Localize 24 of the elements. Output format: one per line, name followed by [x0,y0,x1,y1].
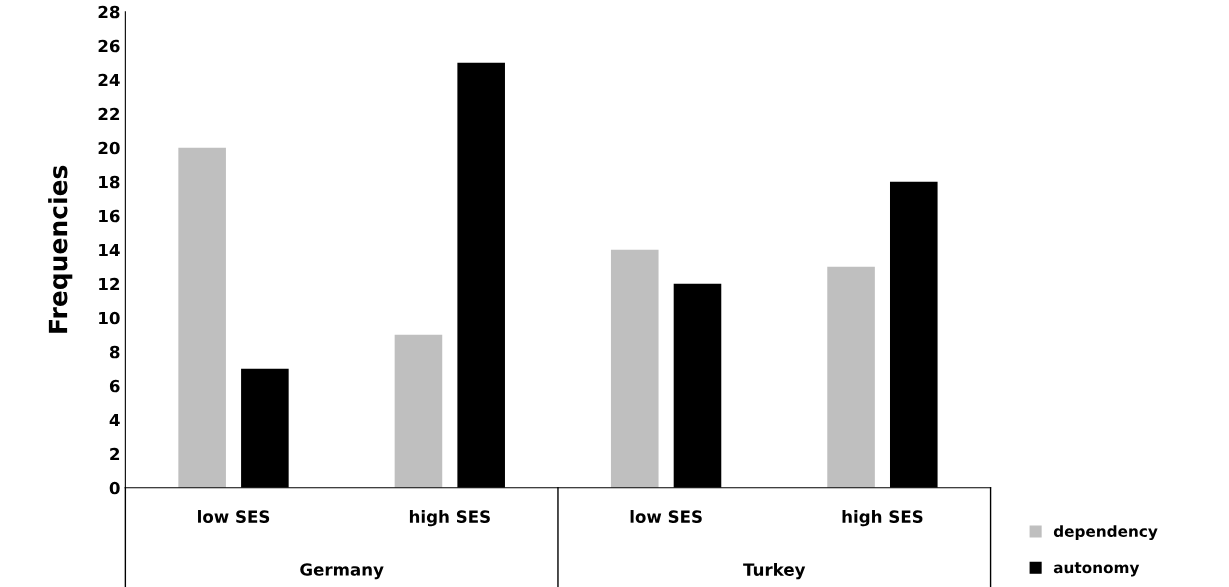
x-tick-label: low SES [198,510,270,523]
y-tick-label: 2 [110,447,120,461]
y-tick-label: 0 [109,481,120,495]
y-tick-label: 18 [99,175,120,189]
y-tick-label: 12 [99,277,120,291]
y-tick-label: 10 [99,311,120,325]
y-tick-label: 22 [98,107,120,121]
legend-label: autonomy [1053,562,1140,577]
x-tick-label: high SES [842,510,923,527]
y-tick-label: 8 [109,345,120,359]
y-tick-label: 4 [109,413,120,427]
text: Germany [300,563,384,580]
y-tick-label: 14 [99,243,120,257]
text: Turkey [743,562,806,580]
y-tick-label: 6 [109,379,120,393]
y-axis-title: Frequencies [48,165,73,333]
y-tick-label: 20 [98,141,120,155]
y-tick-label: 24 [98,73,120,87]
legend-label: dependency [1053,525,1158,541]
x-tick-label: low SES [630,510,702,523]
y-tick-label: 28 [98,5,120,19]
y-tick-label: 16 [99,209,120,223]
y-tick-label: 26 [98,39,120,53]
x-tick-label: high SES [409,510,490,527]
